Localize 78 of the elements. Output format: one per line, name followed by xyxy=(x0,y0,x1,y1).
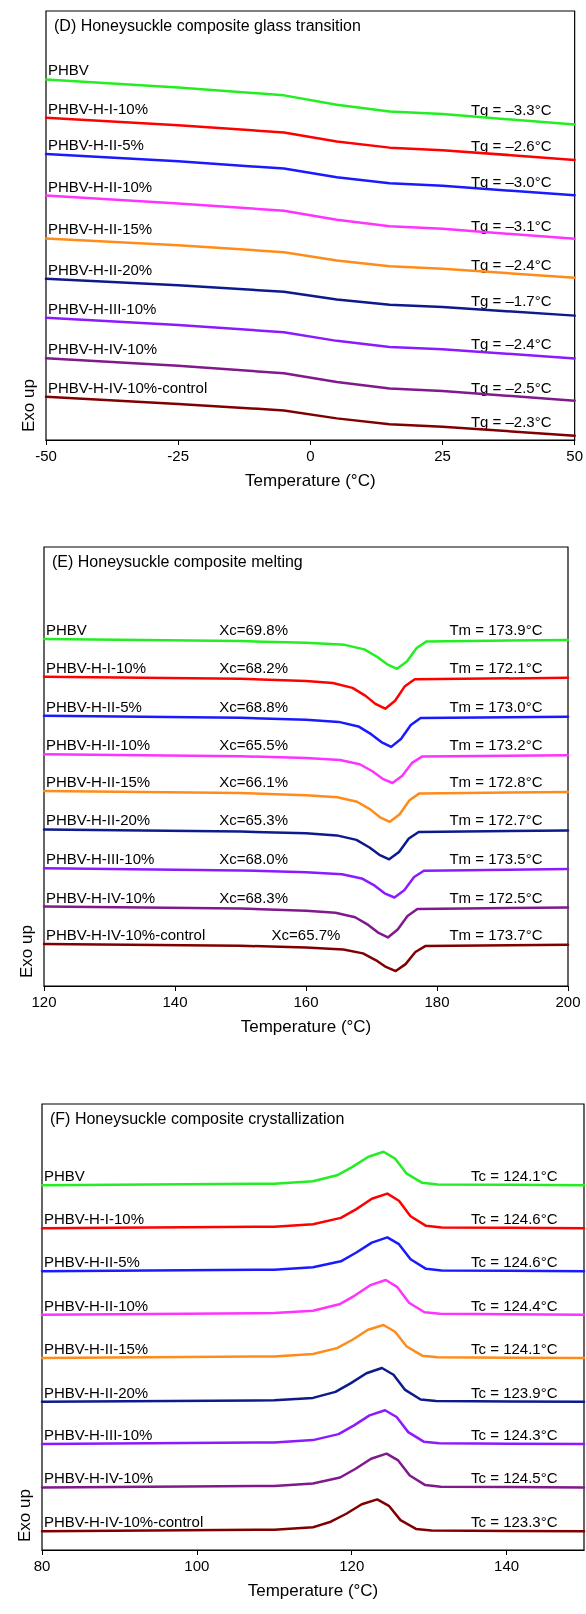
series-label: PHBV-H-II-5% xyxy=(48,136,144,154)
annotation: Tm = 173.5°C xyxy=(449,850,543,868)
annotation: Tc = 124.6°C xyxy=(471,1210,558,1228)
series-label: PHBV-H-I-10% xyxy=(46,658,147,676)
annotation: Tc = 124.1°C xyxy=(471,1340,558,1358)
x-tick-label: 120 xyxy=(339,1557,365,1574)
x-tick-label: -50 xyxy=(35,447,57,464)
x-tick-label: 0 xyxy=(306,447,315,464)
series-label: PHBV xyxy=(46,620,87,638)
x-tick-label: 160 xyxy=(293,993,319,1010)
x-tick-label: 180 xyxy=(424,993,450,1010)
series-label: PHBV-H-II-20% xyxy=(48,260,153,278)
series-label: PHBV-H-IV-10% xyxy=(46,888,156,906)
y-axis-title: Exo up xyxy=(15,1489,34,1542)
series-label: PHBV-H-II-15% xyxy=(48,220,153,238)
series-label: PHBV-H-I-10% xyxy=(48,99,149,117)
series-label: PHBV-H-IV-10%-control xyxy=(48,378,208,396)
series-label: PHBV-H-IV-10% xyxy=(48,340,158,358)
series-label: PHBV-H-II-20% xyxy=(46,811,151,829)
series-label: PHBV-H-III-10% xyxy=(48,299,157,317)
annotation: Tc = 123.9°C xyxy=(471,1383,558,1401)
x-tick-label: -25 xyxy=(167,447,190,464)
annotation: Tg = –1.7°C xyxy=(470,292,552,310)
y-axis-title: Exo up xyxy=(17,925,36,978)
series-label: PHBV-H-II-10% xyxy=(48,177,153,195)
x-tick-label: 140 xyxy=(162,993,188,1010)
annotation: Tm = 172.7°C xyxy=(449,811,543,829)
x-axis-title: Temperature (°C) xyxy=(247,1581,379,1600)
x-tick-label: 25 xyxy=(434,447,451,464)
series-label: PHBV-H-II-20% xyxy=(44,1383,149,1401)
series-label: PHBV-H-IV-10% xyxy=(44,1469,154,1487)
annotation: Tm = 173.9°C xyxy=(449,620,543,638)
annotation: Tc = 124.3°C xyxy=(471,1426,558,1444)
chart-title: (E) Honeysuckle composite melting xyxy=(52,552,303,570)
x-tick-label: 120 xyxy=(31,993,57,1010)
x-tick-label: 200 xyxy=(555,993,581,1010)
series-label: PHBV-H-II-15% xyxy=(46,772,151,790)
annotation: Tc = 124.6°C xyxy=(471,1253,558,1271)
series-label: PHBV xyxy=(44,1167,85,1185)
x-tick-label: 50 xyxy=(566,447,583,464)
annotation: Xc=68.8% xyxy=(219,697,288,715)
chart-title: (D) Honeysuckle composite glass transition xyxy=(54,16,361,34)
annotation: Xc=68.0% xyxy=(219,850,288,868)
chart-title: (F) Honeysuckle composite crystallization xyxy=(50,1109,345,1127)
series-label: PHBV xyxy=(48,61,89,79)
annotation: Xc=68.3% xyxy=(219,888,288,906)
annotation: Tc = 124.5°C xyxy=(471,1469,558,1487)
annotation: Xc=65.7% xyxy=(271,926,341,944)
series-label: PHBV-H-II-10% xyxy=(44,1296,149,1314)
annotation: Tc = 123.3°C xyxy=(471,1513,558,1531)
annotation: Tc = 124.4°C xyxy=(471,1296,558,1314)
annotation: Xc=68.2% xyxy=(219,658,288,676)
annotation: Xc=69.8% xyxy=(219,620,288,638)
annotation: Tm = 173.7°C xyxy=(449,926,543,944)
annotation: Tm = 173.2°C xyxy=(449,736,543,754)
series-label: PHBV-H-III-10% xyxy=(46,850,155,868)
series-label: PHBV-H-II-15% xyxy=(44,1340,149,1358)
annotation: Tm = 172.1°C xyxy=(449,658,543,676)
x-tick-label: 100 xyxy=(184,1557,210,1574)
series-label: PHBV-H-III-10% xyxy=(44,1426,153,1444)
annotation: Tm = 172.5°C xyxy=(449,888,543,906)
series-label: PHBV-H-II-10% xyxy=(46,736,151,754)
x-axis-title: Temperature (°C) xyxy=(240,1017,372,1036)
annotation: Tc = 124.1°C xyxy=(471,1167,558,1185)
y-axis-title: Exo up xyxy=(19,379,38,432)
annotation: Xc=65.5% xyxy=(219,736,288,754)
series-label: PHBV-H-IV-10%-control xyxy=(46,926,206,944)
annotation: Tm = 172.8°C xyxy=(449,772,543,790)
x-axis-title: Temperature (°C) xyxy=(245,471,376,490)
annotation: Xc=65.3% xyxy=(219,811,288,829)
annotation: Tm = 173.0°C xyxy=(449,697,543,715)
series-label: PHBV-H-II-5% xyxy=(44,1253,140,1271)
series-label: PHBV-H-IV-10%-control xyxy=(44,1513,204,1531)
x-tick-label: 140 xyxy=(494,1557,520,1574)
series-label: PHBV-H-II-5% xyxy=(46,697,142,715)
series-label: PHBV-H-I-10% xyxy=(44,1210,145,1228)
annotation: Xc=66.1% xyxy=(219,772,288,790)
x-tick-label: 80 xyxy=(33,1557,51,1574)
